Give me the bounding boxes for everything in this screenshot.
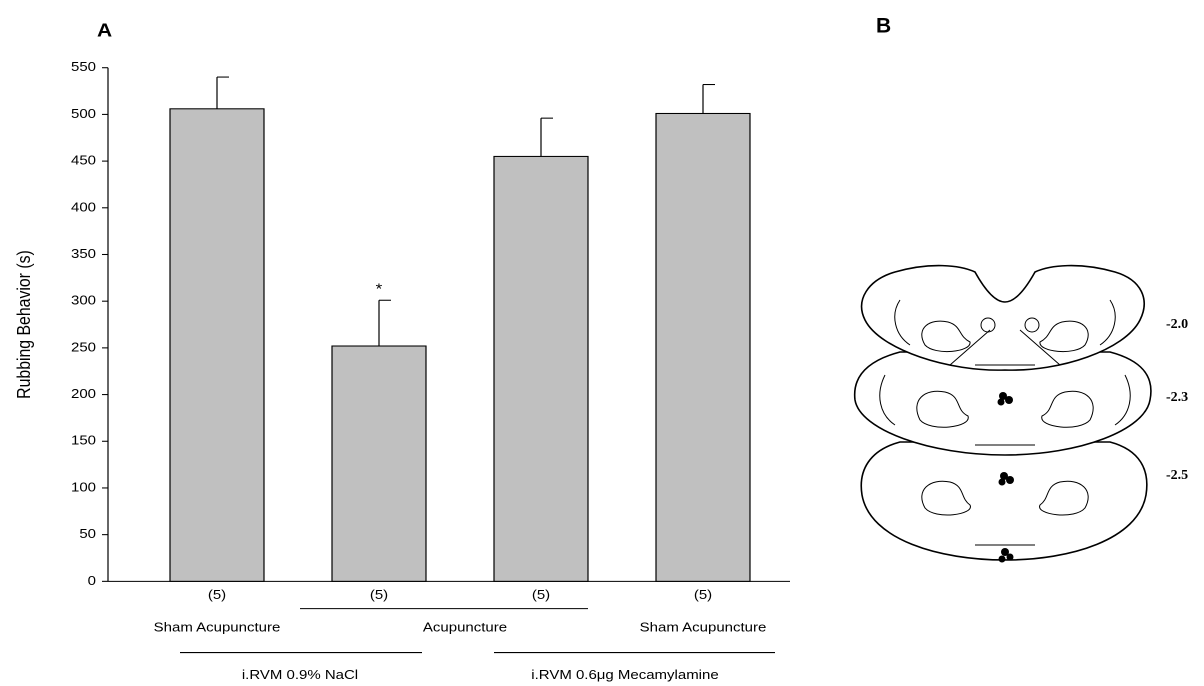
bar: [494, 156, 588, 581]
level-label: -2.5: [1166, 468, 1188, 483]
panel-b: B -2.0 -2.3 -2.5: [855, 15, 1188, 563]
y-tick-label: 100: [71, 479, 96, 494]
y-tick-label: 150: [71, 433, 96, 448]
group-label: Sham Acupuncture: [640, 619, 767, 634]
level-label: -2.3: [1166, 390, 1188, 405]
level-label: -2.0: [1166, 317, 1188, 332]
y-tick-label: 0: [88, 573, 96, 588]
x-tick-label: (5): [208, 587, 226, 602]
y-tick-label: 500: [71, 106, 96, 121]
bar: [332, 346, 426, 581]
y-axis-label: Rubbing Behavior (s): [14, 250, 34, 399]
panel-label: A: [97, 21, 112, 42]
y-tick-label: 450: [71, 152, 96, 167]
group-label: Acupuncture: [423, 619, 507, 634]
brain-section: [861, 442, 1147, 560]
group-label: i.RVM 0.9% NaCl: [242, 667, 358, 682]
panel-label: B: [876, 15, 891, 38]
figure: A Rubbing Behavior (s) B -2.0 -2.3 -2.5 0 5…: [0, 0, 1204, 686]
group-label: Sham Acupuncture: [154, 619, 281, 634]
y-tick-label: 550: [71, 59, 96, 74]
y-tick-label: 350: [71, 246, 96, 261]
x-tick-label: (5): [694, 587, 712, 602]
x-tick-label: (5): [370, 587, 388, 602]
level-labels: -2.0 -2.3 -2.5: [1166, 317, 1188, 483]
bar: [656, 113, 750, 581]
y-tick-label: 50: [79, 526, 96, 541]
y-tick-label: 200: [71, 386, 96, 401]
y-tick-label: 400: [71, 199, 96, 214]
bar: [170, 109, 264, 582]
y-tick-label: 250: [71, 339, 96, 354]
x-tick-label: (5): [532, 587, 550, 602]
group-label: i.RVM 0.6μg Mecamylamine: [531, 667, 719, 682]
y-tick-label: 300: [71, 293, 96, 308]
significance: *: [376, 281, 383, 297]
